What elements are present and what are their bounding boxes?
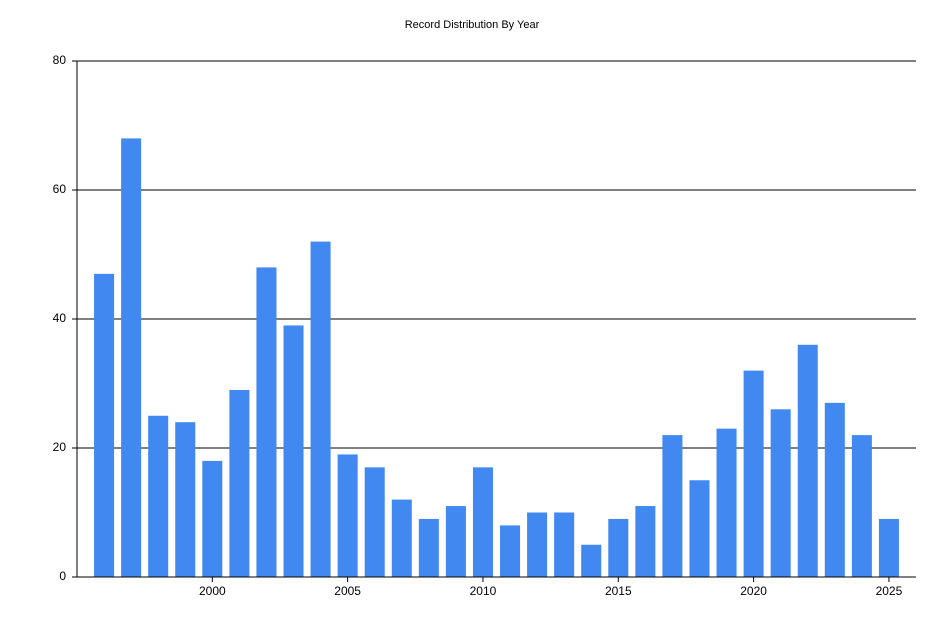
bar	[148, 415, 169, 577]
bar	[581, 544, 602, 577]
bar	[202, 460, 223, 577]
y-tick-label: 20	[53, 440, 67, 454]
bar	[256, 267, 277, 577]
bar	[364, 467, 385, 577]
chart-title: Record Distribution By Year	[405, 19, 540, 31]
bar	[175, 422, 196, 577]
bar	[608, 518, 629, 577]
bar	[121, 138, 142, 577]
y-tick-label: 80	[53, 53, 67, 67]
bar	[391, 499, 412, 577]
bar	[554, 512, 575, 577]
x-tick-label: 2000	[199, 584, 226, 598]
y-tick-label: 60	[53, 182, 67, 196]
bar	[310, 241, 331, 577]
bar	[635, 506, 656, 577]
x-tick-label: 2020	[740, 584, 767, 598]
x-tick-label: 2010	[470, 584, 497, 598]
bar	[229, 389, 250, 577]
x-tick-label: 2005	[334, 584, 361, 598]
bar	[770, 409, 791, 577]
bar	[797, 344, 818, 577]
bar	[716, 428, 737, 577]
bar	[878, 518, 899, 577]
bar	[283, 325, 304, 577]
bar	[472, 467, 493, 577]
bar	[689, 480, 710, 577]
bar	[662, 435, 683, 577]
bar	[743, 370, 764, 577]
bar	[94, 273, 115, 577]
x-tick-label: 2015	[605, 584, 632, 598]
bar	[418, 518, 439, 577]
y-tick-label: 0	[59, 569, 66, 583]
bar	[851, 435, 872, 577]
bar	[500, 525, 521, 577]
bar	[337, 454, 358, 577]
y-tick-label: 40	[53, 311, 67, 325]
bar	[824, 402, 845, 577]
x-tick-label: 2025	[876, 584, 903, 598]
bar	[527, 512, 548, 577]
bar	[445, 506, 466, 577]
